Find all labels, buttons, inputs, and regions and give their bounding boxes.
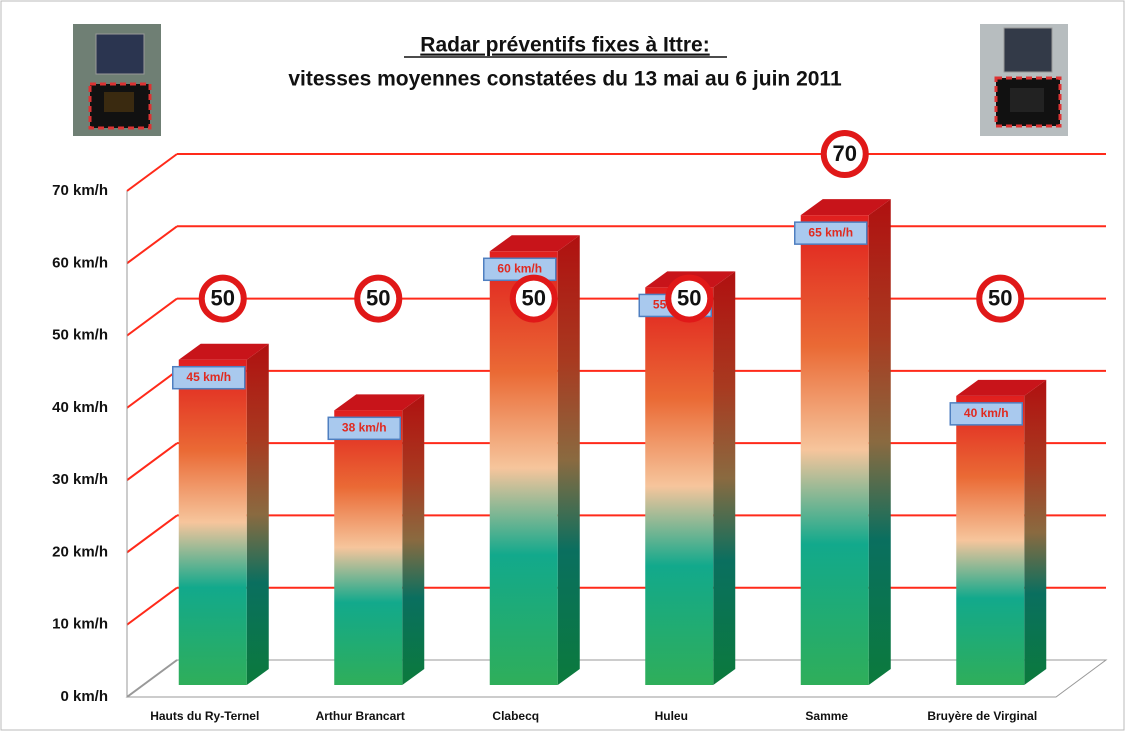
bar-side [713,271,735,685]
speed-sign-label: 50 [211,285,235,310]
x-tick-label: Clabecq [492,709,539,723]
radar-photo-left [73,24,161,136]
value-label: 60 km/h [497,261,542,275]
x-tick-label: Huleu [655,709,688,723]
value-label: 65 km/h [808,225,853,239]
bar-side [558,235,580,685]
y-tick-label: 70 km/h [52,182,108,199]
value-label: 45 km/h [186,370,231,384]
chart-title: Radar préventifs fixes à Ittre: [420,34,709,57]
y-tick-label: 40 km/h [52,399,108,416]
bar [179,360,247,685]
value-label: 40 km/h [964,406,1009,420]
y-tick-label: 0 km/h [60,688,108,705]
y-tick-label: 60 km/h [52,254,108,271]
y-tick-label: 10 km/h [52,616,108,633]
speed-sign-label: 70 [833,141,857,166]
x-tick-label: Hauts du Ry-Ternel [150,709,259,723]
bar [956,396,1024,685]
speed-sign-label: 50 [522,285,546,310]
y-tick-label: 50 km/h [52,327,108,344]
x-tick-label: Bruyère de Virginal [927,709,1037,723]
y-tick-label: 20 km/h [52,543,108,560]
x-tick-label: Samme [805,709,848,723]
y-tick-label: 30 km/h [52,471,108,488]
value-label: 38 km/h [342,420,387,434]
chart: Radar préventifs fixes à Ittre: vitesses… [0,0,1126,732]
speed-sign-label: 50 [677,285,701,310]
chart-subtitle: vitesses moyennes constatées du 13 mai a… [288,68,842,91]
bar-side [402,394,424,685]
bar-side [1024,380,1046,685]
bar [334,410,402,685]
speed-sign-label: 50 [988,285,1012,310]
x-tick-label: Arthur Brancart [316,709,405,723]
radar-photo-right [980,24,1068,136]
bar [645,287,713,685]
bar [801,215,869,685]
speed-sign-label: 50 [366,285,390,310]
bar-side [869,199,891,685]
bar-side [247,344,269,685]
